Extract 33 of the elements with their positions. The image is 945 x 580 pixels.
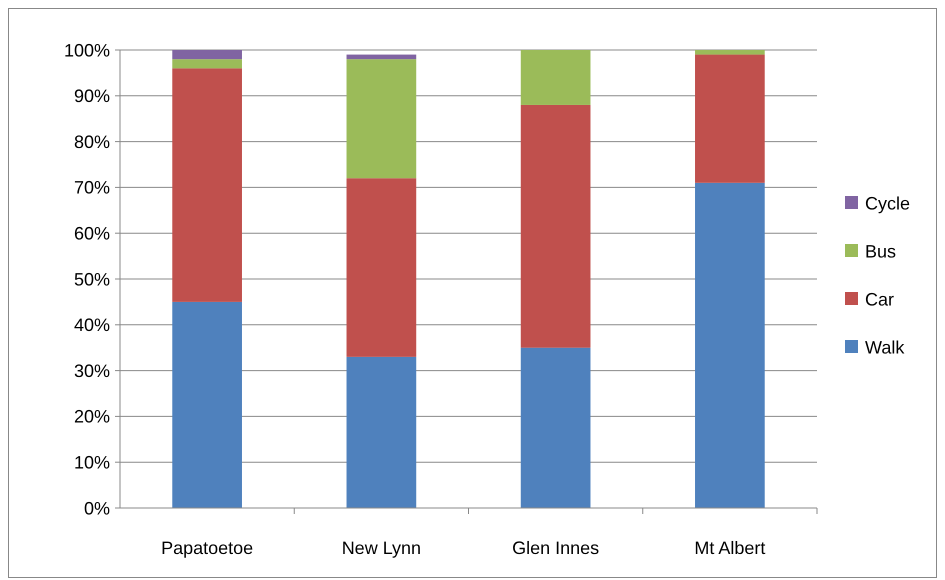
y-tick-label: 100%: [64, 40, 110, 60]
bar: [172, 50, 242, 60]
y-tick-label: 20%: [74, 406, 110, 427]
bar: [520, 348, 590, 508]
bar: [346, 59, 416, 178]
x-tick-label: Papatoetoe: [161, 538, 254, 558]
bar: [346, 178, 416, 357]
bar: [346, 54, 416, 60]
legend-label: Bus: [865, 241, 896, 262]
x-tick-label: Mt Albert: [694, 538, 766, 558]
y-tick-label: 90%: [74, 86, 110, 106]
y-tick-label: 70%: [74, 178, 110, 198]
y-tick-label: 40%: [74, 315, 110, 336]
bar: [172, 59, 242, 68]
bar: [520, 50, 590, 105]
y-tick-label: 10%: [74, 452, 110, 472]
x-tick-label: New Lynn: [342, 538, 422, 558]
bar: [695, 182, 765, 508]
y-tick-label: 60%: [74, 224, 110, 244]
bar: [695, 54, 765, 183]
y-tick-label: 30%: [74, 360, 110, 381]
legend-label: Walk: [865, 337, 906, 358]
y-tick-label: 80%: [74, 132, 110, 152]
y-tick-label: 50%: [74, 269, 110, 290]
bar: [346, 356, 416, 508]
y-tick-label: 0%: [84, 498, 110, 518]
legend-label: Cycle: [865, 193, 910, 214]
bar: [172, 68, 242, 302]
bar: [172, 302, 242, 508]
bar: [695, 50, 765, 55]
x-tick-label: Glen Innes: [512, 538, 600, 558]
legend-label: Car: [865, 289, 894, 310]
bar: [520, 104, 590, 348]
